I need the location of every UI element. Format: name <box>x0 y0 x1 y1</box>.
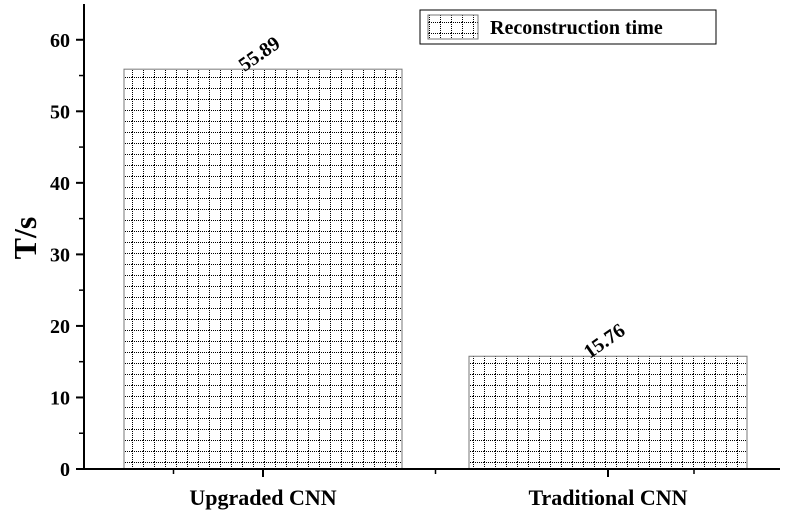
y-tick-label: 30 <box>50 244 70 266</box>
x-tick-label: Traditional CNN <box>528 485 687 510</box>
bar-traditional-cnn <box>468 355 748 470</box>
x-tick-label: Upgraded CNN <box>189 485 336 510</box>
bar-upgraded-cnn <box>123 68 403 470</box>
legend-label: Reconstruction time <box>490 17 663 39</box>
legend-swatch <box>427 14 479 40</box>
legend: Reconstruction time <box>419 9 717 45</box>
y-tick-label: 40 <box>50 173 70 195</box>
y-tick-label: 50 <box>50 101 70 123</box>
y-tick-label: 0 <box>60 459 70 481</box>
y-tick-label: 20 <box>50 316 70 338</box>
y-axis-label: T/s <box>7 217 43 260</box>
axes: 0 10 20 30 40 50 60 Upgraded CNN Traditional CNN… <box>7 4 780 510</box>
y-tick-label: 60 <box>50 30 70 52</box>
y-tick-label: 10 <box>50 387 70 409</box>
